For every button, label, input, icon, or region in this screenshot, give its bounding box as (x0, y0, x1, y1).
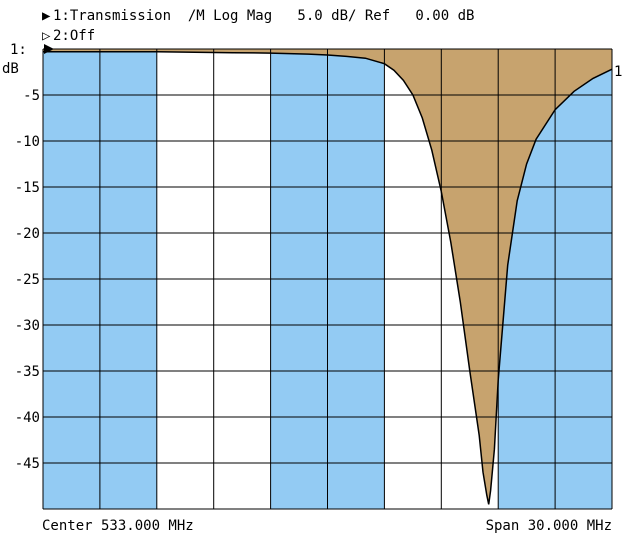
reference-level-marker-icon (44, 44, 54, 54)
y-tick-labels: -5 -10 -15 -20 -25 -30 -35 -40 -45 (15, 88, 40, 472)
y-tick-label: -30 (15, 318, 40, 334)
span-label[interactable]: Span 30.000 MHz (486, 518, 612, 534)
trace1-marker-icon: ▶ (42, 8, 51, 24)
trace1-status[interactable]: 1:Transmission /M Log Mag 5.0 dB/ Ref 0.… (53, 8, 474, 24)
y-tick-label: -5 (23, 88, 40, 104)
y-tick-label: -35 (15, 364, 40, 380)
trace1-line[interactable] (43, 51, 613, 505)
y-tick-label: -40 (15, 410, 40, 426)
y-tick-label: -45 (15, 456, 40, 472)
y-unit-trace-label: 1: (10, 42, 27, 58)
y-tick-label: -10 (15, 134, 40, 150)
y-tick-label: -25 (15, 272, 40, 288)
trace-fill-area (43, 49, 612, 505)
center-frequency-label[interactable]: Center 533.000 MHz (42, 518, 194, 534)
y-tick-label: -20 (15, 226, 40, 242)
y-tick-label: -15 (15, 180, 40, 196)
trace2-status[interactable]: 2:Off (53, 28, 95, 44)
graticule (42, 48, 613, 510)
plot-area (42, 44, 613, 510)
trace2-marker-icon: ▷ (42, 28, 51, 44)
y-unit-label: dB (2, 61, 19, 77)
trace1-end-marker: 1 (614, 64, 622, 80)
